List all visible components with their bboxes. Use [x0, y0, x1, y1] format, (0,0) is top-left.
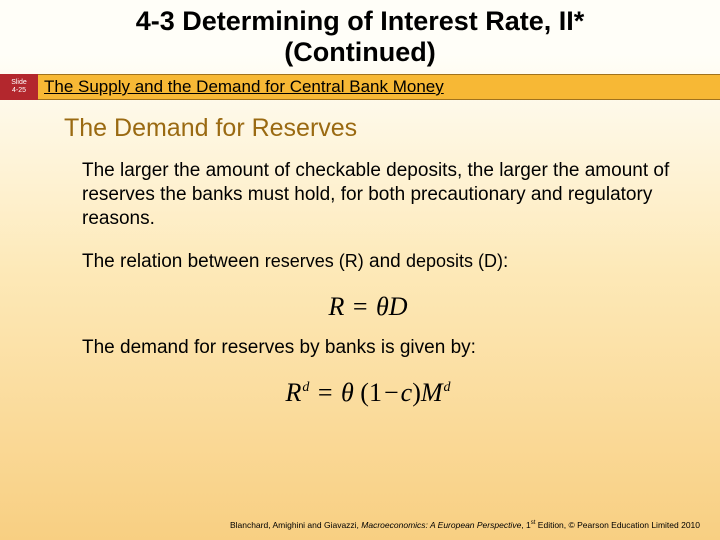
p2-reserves: reserves (R) — [265, 251, 364, 271]
title-line-2: (Continued) — [284, 37, 435, 67]
title-line-1: 4-3 Determining of Interest Rate, II* — [136, 6, 585, 36]
eq1-D: D — [389, 292, 408, 321]
section-heading: The Demand for Reserves — [64, 114, 672, 143]
equation-2: Rd = θ (1−c)Md — [285, 380, 450, 406]
slide-title-block: 4-3 Determining of Interest Rate, II* (C… — [0, 0, 720, 72]
footer-authors: Blanchard, Amighini and Giavazzi, — [230, 520, 361, 530]
subtitle-band: Slide 4-25 The Supply and the Demand for… — [0, 74, 720, 100]
eq2-c: c — [401, 378, 413, 407]
eq2-rparen: ) — [412, 378, 421, 407]
eq2-R: R — [285, 378, 301, 407]
paragraph-3: The demand for reserves by banks is give… — [82, 336, 672, 360]
equation-1-wrap: R = θD — [64, 294, 672, 320]
eq2-sup-d1: d — [302, 380, 309, 395]
footer-tail: Edition, © Pearson Education Limited 201… — [535, 520, 700, 530]
p2-deposits: deposits (D) — [406, 251, 503, 271]
footer-book: Macroeconomics: A European Perspective — [361, 520, 521, 530]
subtitle-bar: The Supply and the Demand for Central Ba… — [38, 74, 720, 100]
paragraph-1: The larger the amount of checkable depos… — [82, 159, 672, 230]
p2-pre: The relation between — [82, 251, 265, 272]
eq2-one: 1 — [369, 378, 382, 407]
paragraph-2: The relation between reserves (R) and de… — [82, 250, 672, 274]
p2-and: and — [364, 251, 406, 272]
slide-tag-label: Slide — [11, 79, 27, 87]
equation-2-wrap: Rd = θ (1−c)Md — [64, 380, 672, 406]
equation-1: R = θD — [328, 294, 407, 320]
slide-number-tag: Slide 4-25 — [0, 74, 38, 100]
eq2-minus: − — [382, 378, 401, 407]
subtitle-text: The Supply and the Demand for Central Ba… — [44, 77, 444, 97]
slide-tag-number: 4-25 — [12, 87, 26, 95]
eq1-equals: = — [351, 292, 370, 321]
content-area: The Demand for Reserves The larger the a… — [0, 100, 720, 406]
eq1-R: R — [328, 292, 344, 321]
eq2-sup-d2: d — [444, 380, 451, 395]
footer-citation: Blanchard, Amighini and Giavazzi, Macroe… — [230, 520, 700, 530]
eq2-lparen: ( — [360, 378, 369, 407]
slide-title: 4-3 Determining of Interest Rate, II* (C… — [40, 6, 680, 68]
footer-sep: , 1 — [521, 520, 530, 530]
eq1-theta: θ — [376, 292, 389, 321]
eq2-theta: θ — [341, 378, 354, 407]
eq2-M: M — [421, 378, 443, 407]
eq2-equals: = — [316, 378, 335, 407]
p2-post: : — [503, 251, 508, 272]
